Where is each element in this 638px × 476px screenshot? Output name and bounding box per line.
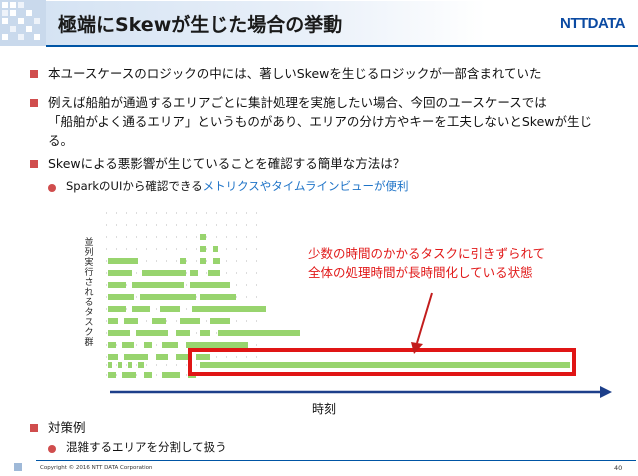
ntt-data-logo: NTTDATA [560,15,626,32]
task-bar [192,306,266,312]
task-bar [138,362,144,368]
task-bar [108,372,116,378]
bullet-text: る。 [48,133,74,148]
task-bar [122,342,134,348]
bullet-text: 対策例 [48,420,86,435]
page-title: 極端にSkewが生じた場合の挙動 [58,14,343,36]
sub-bullet-text: 混雑するエリアを分割して扱う [66,440,227,454]
annotation-line-2: 全体の処理時間が長時間化している状態 [308,265,533,280]
footer-square-icon [14,463,22,471]
task-bar [108,330,130,336]
task-bar [162,372,180,378]
task-bar [200,294,236,300]
bullet-square-icon [30,99,38,107]
sub-bullet-prefix: SparkのUIから確認できる [66,179,203,193]
task-bar [108,362,112,368]
bullet-square-icon [30,160,38,168]
task-bar [176,354,188,360]
task-bar [132,306,150,312]
long-task-highlight [188,348,576,376]
task-bar [124,354,148,360]
task-bar [108,318,118,324]
svg-text:NTTDATA: NTTDATA [560,15,626,32]
task-bar [122,372,136,378]
task-bar [180,258,186,264]
task-bar [196,354,210,360]
annotation-arrow-head [411,342,423,354]
header-rule [46,45,638,47]
task-bar [118,362,122,368]
task-bar [218,330,300,336]
task-bar [200,330,210,336]
title-background [46,1,486,45]
task-bar [186,342,248,348]
sub-bullet-highlight: メトリクスやタイムラインビューが便利 [202,179,409,193]
bullet-square-icon [30,424,38,432]
task-bar [144,342,152,348]
task-bar [200,234,206,240]
annotation-arrow [416,292,433,344]
annotation-line-1: 少数の時間のかかるタスクに引きずられて [308,246,546,261]
task-bar [108,306,126,312]
task-bar [144,372,152,378]
task-bar [213,246,218,252]
task-bar [200,246,206,252]
task-bar [108,270,132,276]
timeline-rows [106,212,570,378]
footer-rule [36,460,636,461]
bullet-text: Skewによる悪影響が生じていることを確認する簡単な方法は？ [48,156,406,171]
task-bar [136,330,168,336]
task-bar [208,270,220,276]
task-bar [190,270,198,276]
task-bar [108,258,138,264]
bullet-dot-icon [48,184,56,192]
copyright: Copyright © 2016 NTT DATA Corporation [40,465,153,471]
chart-annotation: 少数の時間のかかるタスクに引きずられて 全体の処理時間が長時間化している状態 [308,244,545,282]
task-bar [108,354,118,360]
task-bar [108,294,134,300]
bullet-dot-icon [48,445,56,453]
header-pattern-icon [0,0,46,46]
bullet-text: 例えば船舶が通過するエリアごとに集計処理を実施したい場合、今回のユースケースでは [48,95,547,110]
sub-bullet-text: SparkのUIから確認できるメトリクスやタイムラインビューが便利 [66,177,408,196]
task-bar [156,354,168,360]
task-bar [142,270,186,276]
bullet-text: 「船舶がよく通るエリア」というものがあり、エリアの分け方やキーを工夫しないとSk… [48,114,593,129]
task-bar [200,258,206,264]
header: 極端にSkewが生じた場合の挙動 NTTDATA [0,0,638,50]
task-bar [162,342,178,348]
task-bar [190,282,230,288]
task-bar [160,306,180,312]
task-bar [108,282,126,288]
task-timeline-chart [106,212,612,398]
time-axis-arrow [600,386,612,398]
task-bar [140,294,196,300]
task-bar [132,282,184,288]
task-bar [152,318,166,324]
chart-y-label: 並列実行されるタスク群 [84,238,94,348]
task-bar [128,362,132,368]
page-number: 40 [614,464,623,472]
bullet-text: 本ユースケースのロジックの中には、著しいSkewを生じるロジックが一部含まれてい… [48,66,542,81]
task-bar [108,342,116,348]
chart-x-label: 時刻 [312,402,337,416]
bullet-square-icon [30,70,38,78]
task-bar [200,362,570,368]
task-bar [124,318,138,324]
task-bar [213,258,220,264]
task-bar [176,330,190,336]
task-bar [210,318,230,324]
task-bar [180,318,200,324]
